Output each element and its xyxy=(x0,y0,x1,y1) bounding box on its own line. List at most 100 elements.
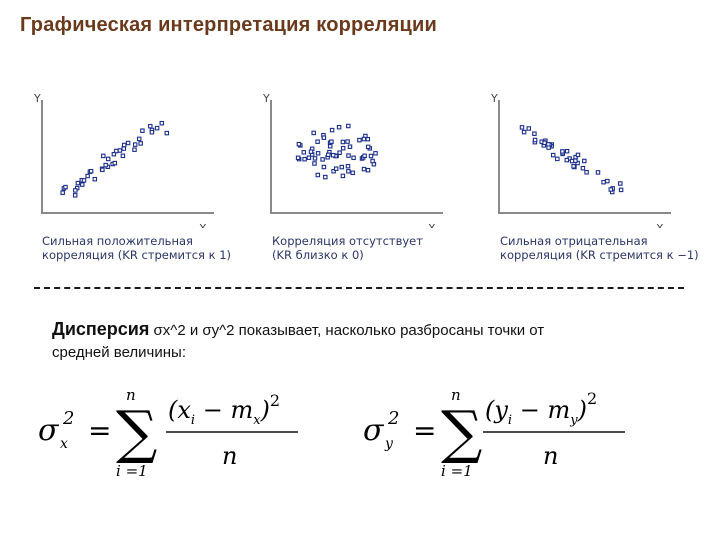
denominator-x: n xyxy=(222,442,237,470)
scatter-point xyxy=(546,142,551,147)
x-axis-label: X xyxy=(199,222,207,228)
scatter-point xyxy=(573,158,578,163)
scatter-plot-negative: Y X xyxy=(489,88,699,228)
scatter-point xyxy=(618,181,623,186)
caption-line2: корреляция (KR стремится к 1) xyxy=(42,248,232,262)
scatter-point xyxy=(320,157,325,162)
scatter-point xyxy=(132,142,138,147)
sigma-x-power: 2 xyxy=(62,408,74,429)
caption-none: Корреляция отсутствует (KR близко к 0) xyxy=(272,234,492,262)
scatter-point xyxy=(564,148,570,154)
scatter-point xyxy=(138,141,143,146)
caption-line1: Корреляция отсутствует xyxy=(272,234,423,248)
scatter-point xyxy=(111,151,117,157)
scatter-point xyxy=(365,167,371,173)
formula-sigma-x: σ x 2 = n ∑ i =1 (xi − mx)2 n xyxy=(38,386,298,480)
sum-lower: i =1 xyxy=(441,462,473,480)
equals-sign: = xyxy=(88,414,111,447)
caption-line1: Сильная отрицательная xyxy=(500,234,648,248)
scatter-point xyxy=(555,156,560,162)
caption-line2: корреляция (KR стремится к −1) xyxy=(500,248,699,262)
scatter-point xyxy=(136,136,142,142)
caption-line2: (KR близко к 0) xyxy=(272,248,364,262)
slide-title: Графическая интерпретация корреляции xyxy=(20,14,438,36)
x-axis-label: X xyxy=(656,222,664,228)
scatter-point xyxy=(295,155,301,161)
scatter-point xyxy=(605,178,610,184)
scatter-point xyxy=(346,153,351,158)
formula-sigma-y: σ y 2 = n ∑ i =1 (yi − my)2 n xyxy=(363,386,625,480)
scatter-point xyxy=(373,151,378,156)
points-group xyxy=(519,125,624,195)
scatter-point xyxy=(296,141,302,147)
sum-symbol: ∑ xyxy=(116,398,157,466)
scatter-point xyxy=(63,184,68,190)
scatter-point xyxy=(81,178,87,183)
scatter-point xyxy=(125,140,131,146)
scatter-point xyxy=(575,152,581,158)
scatter-positive-svg: Y X xyxy=(33,92,214,228)
numerator-y: (yi − my)2 xyxy=(485,389,597,428)
scatter-point xyxy=(315,139,320,144)
scatter-point xyxy=(315,172,321,178)
scatter-point xyxy=(345,139,350,144)
dispersion-word: Дисперсия xyxy=(52,319,150,339)
scatter-point xyxy=(532,137,538,143)
scatter-point xyxy=(140,128,145,133)
scatter-point xyxy=(542,140,547,146)
points-group xyxy=(295,123,378,180)
scatter-point xyxy=(571,164,576,169)
scatter-point xyxy=(103,162,108,168)
sigma-x-subscript: x xyxy=(60,436,68,452)
denominator-y: n xyxy=(543,442,558,470)
scatter-none-svg: Y X xyxy=(262,92,443,228)
scatter-point xyxy=(101,153,106,159)
scatter-point xyxy=(550,152,556,158)
scatter-point xyxy=(323,174,328,180)
scatter-point xyxy=(361,136,367,142)
sum-upper: n xyxy=(126,386,136,404)
scatter-point xyxy=(350,170,355,176)
scatter-point xyxy=(526,126,532,131)
scatter-point xyxy=(311,130,316,136)
scatter-point xyxy=(368,153,374,159)
scatter-point xyxy=(154,125,160,131)
caption-negative: Сильная отрицательная корреляция (KR стр… xyxy=(500,234,720,262)
y-axis-label: Y xyxy=(490,92,498,105)
scatter-point xyxy=(582,158,587,164)
dashed-divider xyxy=(34,287,684,289)
scatter-point xyxy=(159,120,165,126)
scatter-point xyxy=(333,166,339,171)
scatter-point xyxy=(121,142,127,148)
dispersion-line2: средней величины: xyxy=(52,344,186,361)
scatter-point xyxy=(321,135,327,140)
scatter-point xyxy=(521,129,527,135)
caption-line1: Сильная положительная xyxy=(42,234,193,248)
scatter-point xyxy=(326,152,331,158)
sigma-y-power: 2 xyxy=(387,408,399,429)
scatter-point xyxy=(362,153,367,159)
numerator-x: (xi − mx)2 xyxy=(168,391,280,428)
dispersion-text: Дисперсия σx^2 и σy^2 показывает, наскол… xyxy=(52,318,672,364)
scatter-point xyxy=(88,168,94,174)
scatter-point xyxy=(601,179,606,185)
scatter-point xyxy=(80,182,85,187)
scatter-point xyxy=(365,144,371,150)
y-axis-label: Y xyxy=(262,92,270,105)
caption-positive: Сильная положительная корреляция (KR стр… xyxy=(42,234,262,262)
sum-upper: n xyxy=(451,386,461,404)
scatter-point xyxy=(339,164,345,170)
scatter-point xyxy=(105,156,111,162)
scatter-point xyxy=(312,161,317,166)
scatter-point xyxy=(351,155,356,161)
scatter-point xyxy=(336,124,342,130)
scatter-point xyxy=(608,187,614,192)
scatter-point xyxy=(329,127,335,133)
sigma-x-symbol: σ xyxy=(38,413,60,448)
scatter-point xyxy=(618,187,624,193)
scatter-point xyxy=(584,170,589,175)
scatter-point xyxy=(315,151,321,156)
scatter-point xyxy=(100,167,105,173)
scatter-point xyxy=(121,146,127,151)
scatter-negative-svg: Y X xyxy=(490,92,671,228)
